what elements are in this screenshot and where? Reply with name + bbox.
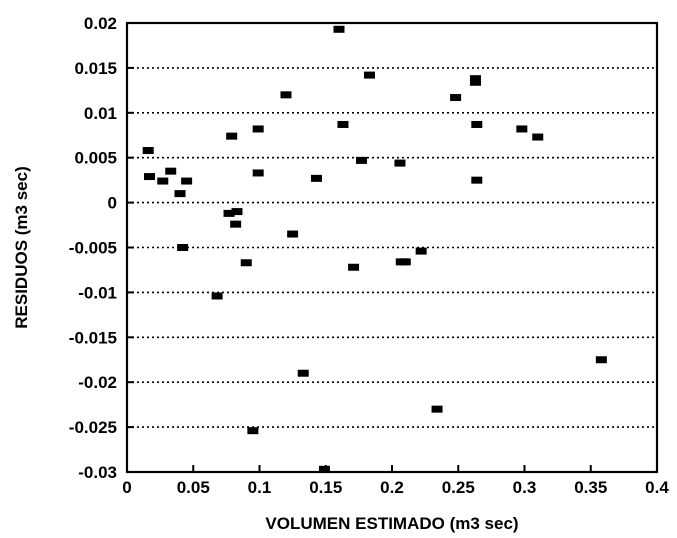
data-point	[252, 169, 264, 177]
data-point	[174, 190, 186, 198]
data-point	[230, 220, 242, 228]
x-tick-label: 0.35	[574, 478, 607, 497]
x-tick-label: 0.15	[309, 478, 342, 497]
data-point	[310, 174, 322, 182]
data-point	[165, 167, 177, 175]
data-point	[333, 25, 345, 33]
data-point	[226, 132, 238, 140]
x-tick-labels: 0 0.05 0.1 0.15 0.2 0.25 0.3 0.35 0.4	[122, 478, 669, 497]
data-point	[471, 120, 483, 128]
data-point	[595, 356, 607, 364]
y-tick-label: -0.02	[78, 373, 117, 392]
data-point	[469, 78, 481, 86]
y-tick-label: -0.005	[69, 239, 117, 258]
data-point	[297, 369, 309, 377]
y-tick-labels: 0.02 0.015 0.01 0.005 0 -0.005 -0.01 -0.015 -0.0…	[69, 14, 117, 482]
data-point	[223, 209, 235, 217]
x-tick-label: 0.2	[380, 478, 404, 497]
data-point	[471, 176, 483, 184]
data-point	[252, 125, 264, 133]
x-tick-label: 0.1	[248, 478, 272, 497]
x-tick-label: 0.25	[442, 478, 475, 497]
data-point	[394, 159, 406, 167]
x-tick-label: 0.3	[513, 478, 537, 497]
grid-lines	[127, 67, 657, 428]
x-tick-label: 0	[122, 478, 131, 497]
data-point	[181, 177, 193, 185]
data-point	[157, 177, 169, 185]
data-point	[469, 75, 481, 83]
data-point	[431, 405, 443, 413]
data-point	[356, 156, 368, 164]
data-point	[247, 427, 259, 435]
data-point	[516, 125, 528, 133]
data-point	[142, 147, 154, 155]
y-tick-label: -0.03	[78, 463, 117, 482]
data-point	[415, 247, 427, 255]
y-tick-label: -0.015	[69, 328, 117, 347]
data-point	[144, 173, 156, 181]
x-axis-title: VOLUMEN ESTIMADO (m3 sec)	[265, 514, 518, 533]
data-point	[363, 71, 375, 79]
x-tick-label: 0.4	[645, 478, 669, 497]
y-tick-label: 0.005	[74, 149, 117, 168]
data-point	[231, 208, 243, 216]
data-point	[280, 91, 292, 99]
y-tick-label: 0	[108, 194, 117, 213]
axis-ticks	[126, 22, 658, 473]
data-point	[450, 94, 462, 102]
data-point	[177, 244, 189, 251]
y-tick-label: 0.01	[84, 104, 117, 123]
y-tick-label: -0.01	[78, 283, 117, 302]
data-point	[532, 133, 544, 141]
y-axis-title: RESIDUOS (m3 sec)	[12, 166, 31, 329]
y-tick-label: 0.015	[74, 59, 117, 78]
data-point	[348, 263, 360, 271]
data-point	[240, 259, 252, 267]
data-point	[399, 258, 411, 266]
y-tick-label: 0.02	[84, 14, 117, 33]
data-points	[142, 25, 607, 473]
data-point	[318, 465, 330, 473]
data-point	[287, 230, 299, 238]
y-tick-label: -0.025	[69, 418, 117, 437]
data-point	[337, 120, 349, 128]
data-point	[211, 292, 223, 300]
x-tick-label: 0.05	[177, 478, 210, 497]
